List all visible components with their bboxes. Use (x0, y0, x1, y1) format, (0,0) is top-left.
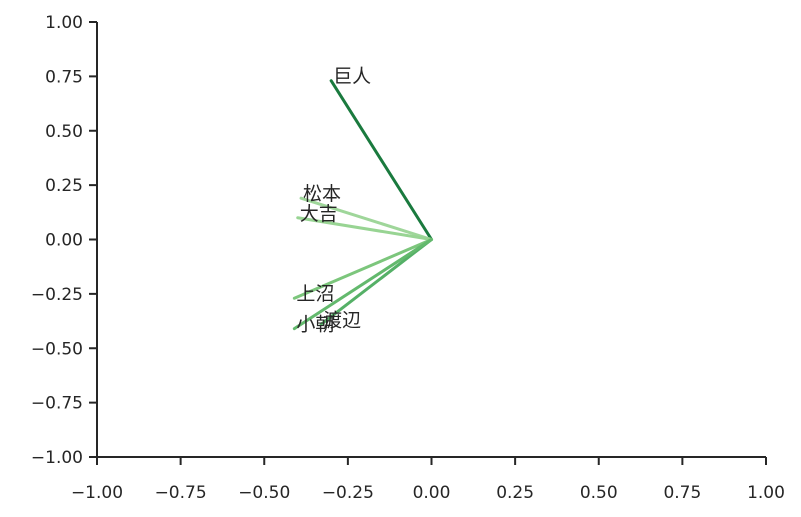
vector-line (292, 238, 433, 300)
x-axis: −1.00 −0.75 −0.50 −0.25 0.00 0.25 0.50 0.75 1.00 (71, 456, 785, 503)
y-tick-label: −0.75 (31, 394, 83, 414)
vector-label: 渡辺 (323, 309, 361, 331)
y-tick-label: 0.25 (45, 176, 83, 196)
vector-series (292, 79, 433, 331)
x-tick-label: 0.00 (413, 483, 451, 503)
vector-line (296, 216, 433, 241)
x-tick-label: 0.25 (496, 483, 534, 503)
vector-label: 小朝 (296, 314, 334, 336)
x-tick-label: −1.00 (71, 483, 123, 503)
vector-line (329, 79, 433, 241)
vector-label: 松本 (303, 183, 341, 205)
vector-line (319, 238, 433, 326)
x-tick-label: −0.50 (238, 483, 290, 503)
y-tick-label: 1.00 (45, 13, 83, 33)
vector-label: 巨人 (333, 66, 371, 88)
y-tick-label: −1.00 (31, 448, 83, 468)
y-tick-label: −0.25 (31, 285, 83, 305)
x-tick-label: 1.00 (747, 483, 785, 503)
vector-label: 大吉 (300, 203, 338, 225)
x-tick-label: −0.25 (322, 483, 374, 503)
x-tick-label: 0.75 (663, 483, 701, 503)
y-tick-label: 0.50 (45, 122, 83, 142)
vector-label: 上沼 (296, 283, 334, 305)
x-tick-label: 0.50 (580, 483, 618, 503)
y-axis: 1.00 0.75 0.50 0.25 0.00 −0.25 −0.50 −0.75 −1.00 (31, 13, 98, 468)
y-tick-label: −0.50 (31, 339, 83, 359)
y-tick-label: 0.75 (45, 67, 83, 87)
vector-line (299, 196, 433, 241)
vector-line (292, 238, 433, 331)
y-tick-label: 0.00 (45, 231, 83, 251)
x-tick-label: −0.75 (155, 483, 207, 503)
